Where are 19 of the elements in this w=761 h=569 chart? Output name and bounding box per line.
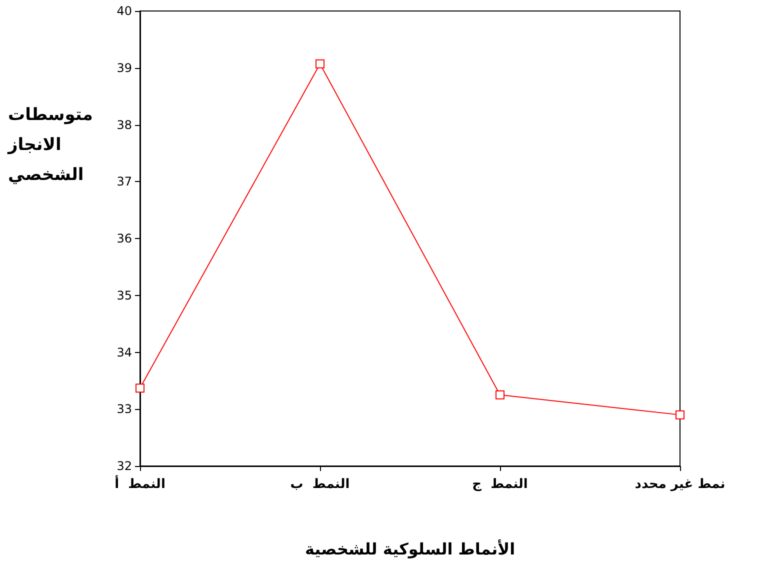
y-tick-label: 40 (116, 4, 132, 18)
x-tick-label: نمط غير محدد (634, 477, 726, 492)
y-tick-label: 37 (116, 174, 132, 189)
point (496, 390, 504, 400)
y-tick-label: 33 (116, 402, 132, 416)
y-tick-label: 32 (116, 459, 132, 473)
x-axis-title: الأنماط السلوكية للشخصية (304, 538, 516, 558)
point (136, 384, 144, 393)
y-tick-label: 35 (116, 288, 132, 302)
y-tick-label: 34 (116, 345, 132, 360)
x-tick-label: النمط ج (472, 477, 528, 492)
y-tick-label: 36 (116, 232, 132, 246)
point (676, 410, 684, 420)
x-tick-label: النمط أ (114, 475, 166, 492)
y-tick-label: 38 (116, 118, 132, 132)
x-tick-label: النمط ب (290, 477, 350, 492)
y-axis-title: متوسطات الانجاز الشخصي (7, 105, 93, 185)
y-tick-label: 39 (116, 60, 132, 75)
point (316, 59, 324, 68)
